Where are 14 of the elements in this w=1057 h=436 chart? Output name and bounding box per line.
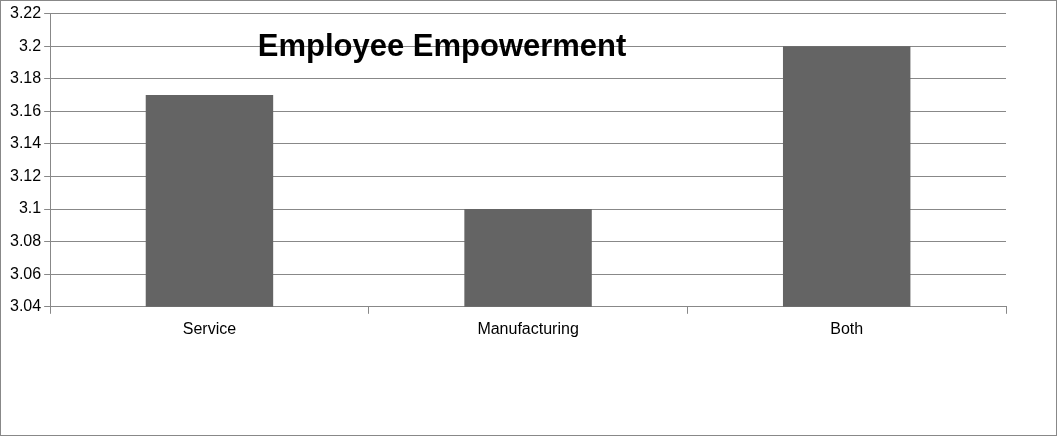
y-tick-label: 3.08 xyxy=(10,232,42,250)
y-tick-label: 3.04 xyxy=(10,297,42,315)
y-tick-label: 3.2 xyxy=(18,36,42,54)
x-tick-label: Service xyxy=(182,319,237,337)
y-tick-label: 3.16 xyxy=(10,101,42,119)
x-tick-label: Manufacturing xyxy=(477,319,579,337)
y-tick-label: 3.22 xyxy=(10,4,42,22)
y-tick-label: 3.18 xyxy=(10,69,42,87)
y-tick-label: 3.12 xyxy=(10,166,42,184)
text: Employee Empowerment xyxy=(257,27,627,63)
y-tick-label: 3.14 xyxy=(10,134,42,152)
y-tick-label: 3.06 xyxy=(10,264,42,282)
x-tick-label: Both xyxy=(830,319,864,337)
y-tick-label: 3.1 xyxy=(18,199,42,217)
